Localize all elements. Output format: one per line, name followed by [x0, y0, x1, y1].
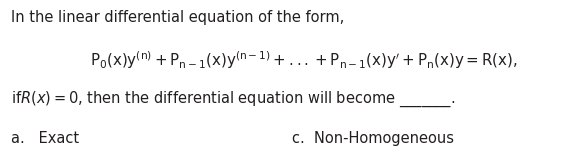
Text: a.   Exact: a. Exact — [11, 131, 78, 146]
Text: if$R(x)=0$, then the differential equation will become _______.: if$R(x)=0$, then the differential equati… — [11, 89, 455, 109]
Text: c.  Non-Homogeneous: c. Non-Homogeneous — [292, 131, 455, 146]
Text: In the linear differential equation of the form,: In the linear differential equation of t… — [11, 10, 344, 25]
Text: $\mathrm{P_0(x)y^{(n)}+P_{n-1}(x)y^{(n-1)}+...+P_{n-1}(x)y'+P_n(x)y=R(x),}$: $\mathrm{P_0(x)y^{(n)}+P_{n-1}(x)y^{(n-1… — [91, 49, 518, 71]
